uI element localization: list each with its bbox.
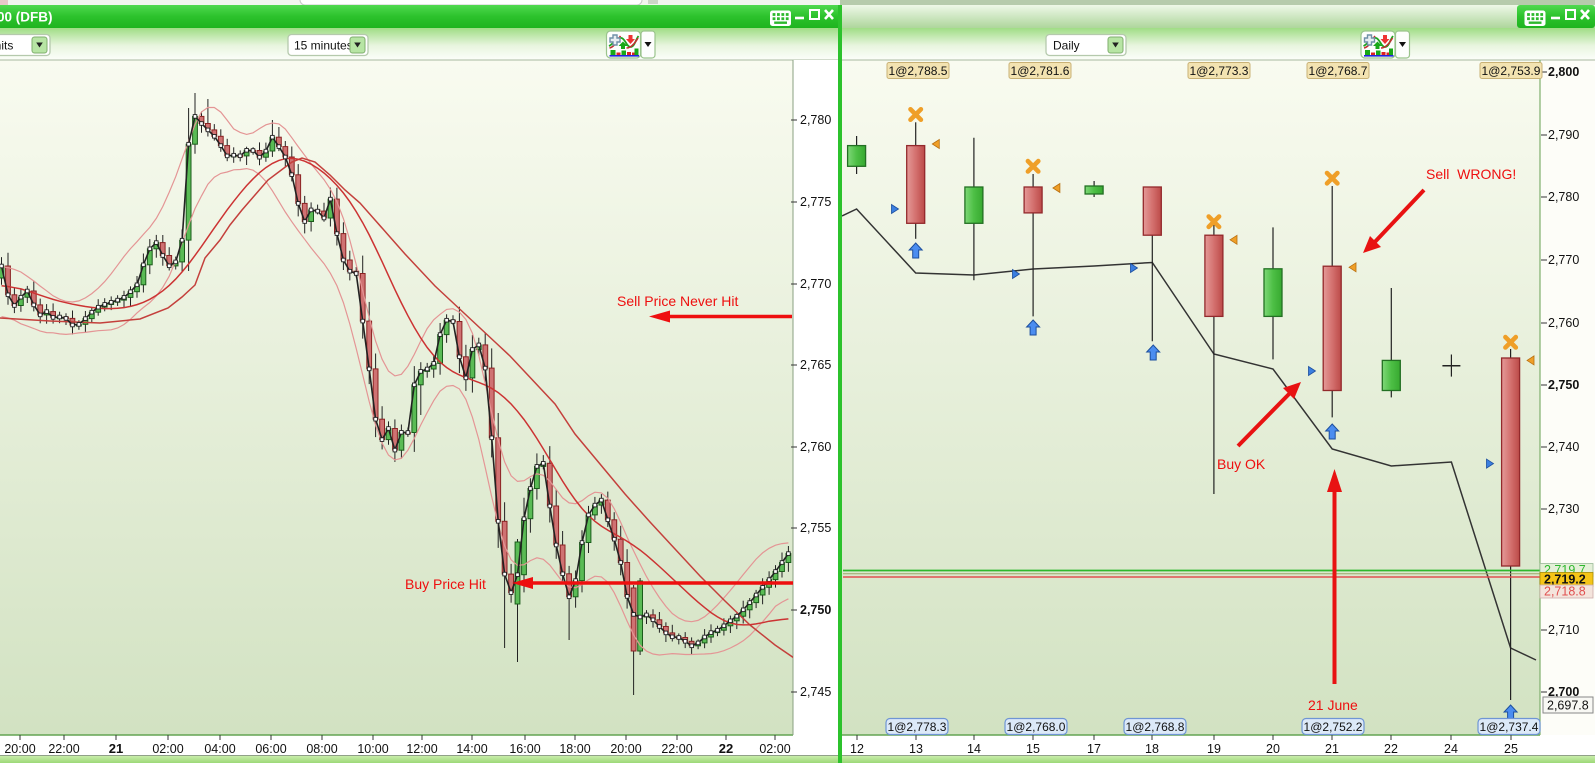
svg-text:2,740: 2,740 — [1548, 440, 1579, 454]
svg-text:12:00: 12:00 — [406, 742, 437, 756]
svg-text:04:00: 04:00 — [204, 742, 235, 756]
svg-text:Daily: Daily — [1053, 39, 1080, 53]
svg-text:2,775: 2,775 — [800, 195, 831, 209]
svg-text:12: 12 — [850, 742, 864, 756]
svg-text:1@2,781.6: 1@2,781.6 — [1011, 64, 1070, 78]
svg-text:1@2,768.8: 1@2,768.8 — [1126, 720, 1185, 734]
svg-text:18:00: 18:00 — [559, 742, 590, 756]
svg-text:1@2,753.9: 1@2,753.9 — [1482, 64, 1541, 78]
svg-text:2,697.8: 2,697.8 — [1547, 699, 1589, 713]
svg-text:1@2,737.4: 1@2,737.4 — [1480, 720, 1539, 734]
svg-text:2,800: 2,800 — [1548, 65, 1579, 79]
svg-text:2,780: 2,780 — [1548, 190, 1579, 204]
svg-text:2,780: 2,780 — [800, 113, 831, 127]
svg-text:08:00: 08:00 — [306, 742, 337, 756]
svg-text:Sell WRONG!: Sell WRONG! — [1426, 166, 1516, 182]
svg-text:2,770: 2,770 — [800, 277, 831, 291]
svg-text:17: 17 — [1087, 742, 1101, 756]
svg-text:2,718.8: 2,718.8 — [1544, 585, 1586, 599]
svg-text:1@2,778.3: 1@2,778.3 — [888, 720, 947, 734]
svg-text:16:00: 16:00 — [509, 742, 540, 756]
svg-text:1@2,773.3: 1@2,773.3 — [1190, 64, 1249, 78]
svg-text:21 June: 21 June — [1308, 697, 1358, 713]
svg-text:14: 14 — [967, 742, 981, 756]
svg-text:2,719.2: 2,719.2 — [1544, 573, 1586, 587]
svg-text:25: 25 — [1504, 742, 1518, 756]
svg-text:22:00: 22:00 — [48, 742, 79, 756]
svg-text:20: 20 — [1266, 742, 1280, 756]
svg-text:2,750: 2,750 — [1548, 378, 1579, 392]
svg-text:2,700: 2,700 — [1548, 685, 1579, 699]
svg-text:15: 15 — [1026, 742, 1040, 756]
svg-text:02:00: 02:00 — [152, 742, 183, 756]
svg-text:2,750: 2,750 — [800, 603, 831, 617]
svg-text:2,755: 2,755 — [800, 521, 831, 535]
svg-text:13: 13 — [909, 742, 923, 756]
svg-text:2,760: 2,760 — [1548, 316, 1579, 330]
svg-text:2,745: 2,745 — [800, 685, 831, 699]
svg-text:24: 24 — [1444, 742, 1458, 756]
svg-text:06:00: 06:00 — [255, 742, 286, 756]
svg-text:20:00: 20:00 — [4, 742, 35, 756]
svg-text:20:00: 20:00 — [610, 742, 641, 756]
svg-text:22:00: 22:00 — [661, 742, 692, 756]
svg-text:2,790: 2,790 — [1548, 128, 1579, 142]
svg-text:Buy Price Hit: Buy Price Hit — [405, 576, 486, 592]
svg-text:22: 22 — [1384, 742, 1398, 756]
svg-text:22: 22 — [719, 741, 733, 756]
svg-text:15 minutes: 15 minutes — [294, 39, 353, 53]
svg-text:14:00: 14:00 — [456, 742, 487, 756]
svg-text:02:00: 02:00 — [759, 742, 790, 756]
svg-text:19: 19 — [1207, 742, 1221, 756]
svg-text:2,765: 2,765 — [800, 358, 831, 372]
svg-text:18: 18 — [1145, 742, 1159, 756]
svg-text:21: 21 — [109, 741, 123, 756]
svg-text:1@2,768.0: 1@2,768.0 — [1007, 720, 1066, 734]
svg-text:units: units — [0, 39, 13, 53]
svg-text:2,710: 2,710 — [1548, 623, 1579, 637]
svg-text:00 (DFB): 00 (DFB) — [0, 10, 53, 25]
svg-text:Buy OK: Buy OK — [1217, 456, 1266, 472]
svg-text:Sell Price Never Hit: Sell Price Never Hit — [617, 293, 738, 309]
svg-text:21: 21 — [1325, 742, 1339, 756]
svg-text:1@2,788.5: 1@2,788.5 — [889, 64, 948, 78]
svg-text:2,770: 2,770 — [1548, 253, 1579, 267]
svg-text:2,760: 2,760 — [800, 440, 831, 454]
svg-text:10:00: 10:00 — [357, 742, 388, 756]
svg-text:2,730: 2,730 — [1548, 502, 1579, 516]
svg-text:1@2,752.2: 1@2,752.2 — [1304, 720, 1363, 734]
svg-text:1@2,768.7: 1@2,768.7 — [1309, 64, 1368, 78]
